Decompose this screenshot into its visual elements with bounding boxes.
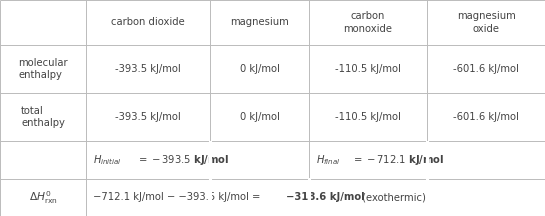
Text: -601.6 kJ/mol: -601.6 kJ/mol <box>453 64 519 74</box>
Text: $= -393.5\ \mathbf{kJ/mol}$: $= -393.5\ \mathbf{kJ/mol}$ <box>137 153 230 167</box>
Text: $H_{\mathregular{initial}}$: $H_{\mathregular{initial}}$ <box>93 153 122 167</box>
Text: total
enthalpy: total enthalpy <box>21 106 65 128</box>
Text: 0 kJ/mol: 0 kJ/mol <box>240 64 280 74</box>
Text: molecular
enthalpy: molecular enthalpy <box>18 58 68 80</box>
Text: -110.5 kJ/mol: -110.5 kJ/mol <box>335 64 401 74</box>
Text: magnesium
oxide: magnesium oxide <box>457 11 516 33</box>
Text: -110.5 kJ/mol: -110.5 kJ/mol <box>335 112 401 122</box>
Text: $= -712.1\ \mathbf{kJ/mol}$: $= -712.1\ \mathbf{kJ/mol}$ <box>352 153 445 167</box>
Text: 0 kJ/mol: 0 kJ/mol <box>240 112 280 122</box>
Text: carbon dioxide: carbon dioxide <box>111 17 185 27</box>
Text: $H_{\mathregular{final}}$: $H_{\mathregular{final}}$ <box>316 153 340 167</box>
Text: (exothermic): (exothermic) <box>359 192 426 202</box>
Text: −318.6 kJ/mol: −318.6 kJ/mol <box>286 192 365 202</box>
Text: -393.5 kJ/mol: -393.5 kJ/mol <box>116 112 181 122</box>
Text: -601.6 kJ/mol: -601.6 kJ/mol <box>453 112 519 122</box>
Text: −712.1 kJ/mol − −393.5 kJ/mol =: −712.1 kJ/mol − −393.5 kJ/mol = <box>93 192 263 202</box>
Text: carbon
monoxide: carbon monoxide <box>343 11 392 33</box>
Text: magnesium: magnesium <box>231 17 289 27</box>
Text: $\Delta H^0_{\mathregular{rxn}}$: $\Delta H^0_{\mathregular{rxn}}$ <box>29 189 57 206</box>
Text: -393.5 kJ/mol: -393.5 kJ/mol <box>116 64 181 74</box>
